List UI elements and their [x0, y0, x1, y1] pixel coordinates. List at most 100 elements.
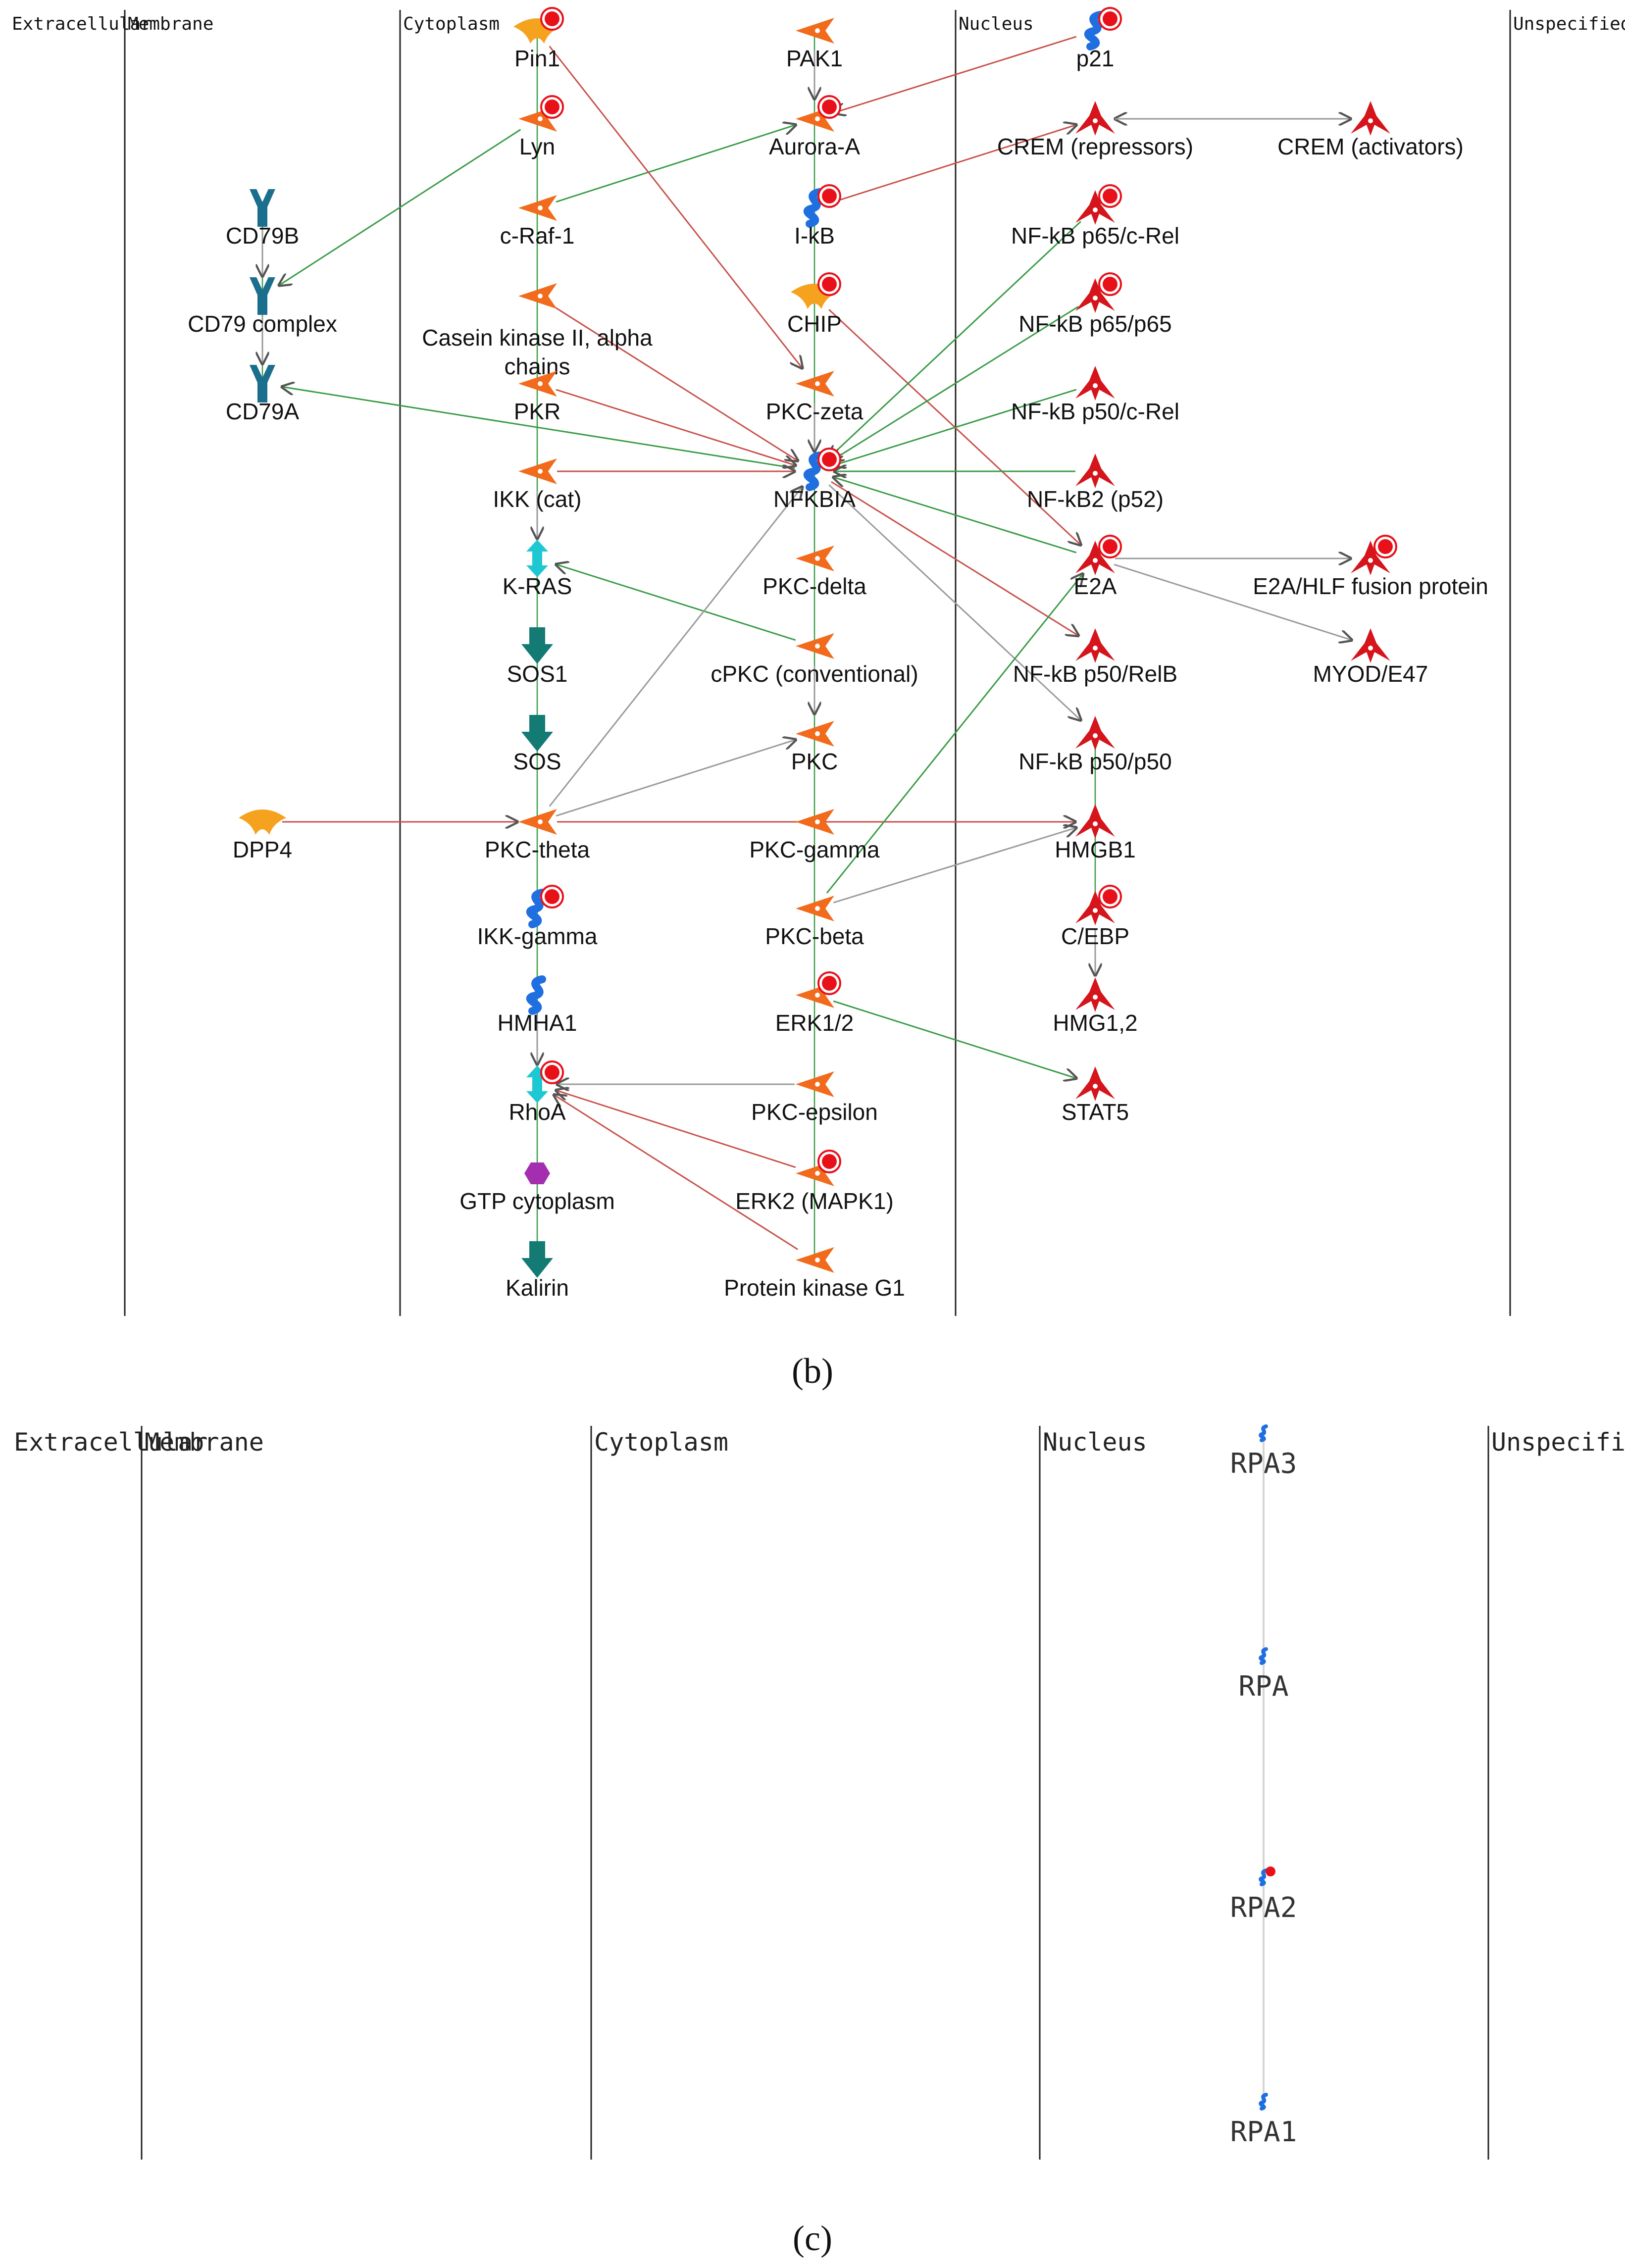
node-pak1[interactable]: PAK1: [786, 18, 843, 71]
node-rpa2[interactable]: RPA2: [1230, 1866, 1297, 1924]
node-label: PAK1: [786, 46, 843, 71]
node-sos1[interactable]: SOS1: [507, 627, 568, 687]
node-label: RPA: [1238, 1670, 1288, 1703]
node-nfkb_50crel[interactable]: NF-kB p50/c-Rel: [1011, 366, 1179, 424]
node-pkce[interactable]: PKC-epsilon: [751, 1071, 878, 1125]
node-nfkb_relb[interactable]: NF-kB p50/RelB: [1013, 628, 1177, 687]
node-cebp[interactable]: C/EBP: [1061, 885, 1129, 949]
node-lyn[interactable]: Lyn: [518, 95, 564, 159]
node-label: E2A/HLF fusion protein: [1253, 573, 1488, 599]
marker-dot: [545, 11, 559, 26]
lane-label-nucleus: Nucleus: [959, 14, 1034, 34]
tf-dot: [1093, 646, 1098, 651]
node-cd79a[interactable]: CD79A: [226, 365, 300, 424]
node-label: RPA3: [1230, 1448, 1297, 1480]
exchange-factor-icon: [521, 715, 553, 752]
node-cd79c[interactable]: CD79 complex: [188, 277, 337, 337]
node-dpp4[interactable]: DPP4: [233, 809, 292, 862]
node-pkcd[interactable]: PKC-delta: [762, 546, 866, 599]
node-kras[interactable]: K-RAS: [503, 540, 572, 599]
node-hmha1[interactable]: HMHA1: [497, 975, 577, 1036]
node-nfkb_6565[interactable]: NF-kB p65/p65: [1018, 272, 1172, 337]
kinase-dot: [815, 1171, 820, 1176]
node-nfkb_5050[interactable]: NF-kB p50/p50: [1018, 716, 1172, 774]
node-stat5[interactable]: STAT5: [1062, 1066, 1129, 1125]
node-e2ahlf[interactable]: E2A/HLF fusion protein: [1253, 535, 1488, 599]
node-pkcb[interactable]: PKC-beta: [765, 896, 864, 949]
node-craf[interactable]: c-Raf-1: [500, 195, 575, 249]
tf-dot: [1093, 296, 1098, 301]
protein-icon: [1259, 1868, 1268, 1886]
node-label: E2A: [1074, 573, 1117, 599]
node-p21[interactable]: p21: [1076, 7, 1122, 71]
node-rhoa[interactable]: RhoA: [508, 1060, 566, 1125]
node-crem_a[interactable]: CREM (activators): [1277, 101, 1464, 159]
exchange-factor-icon: [521, 1241, 553, 1278]
node-label: PKR: [514, 399, 561, 424]
protein-icon: [1259, 1424, 1268, 1442]
receptor-icon: [250, 277, 275, 315]
node-nfkbia[interactable]: NFKBIA: [773, 448, 856, 512]
node-hmg12[interactable]: HMG1,2: [1053, 977, 1138, 1036]
edge-pkct-to-nfkbia: [549, 487, 802, 807]
tf-dot: [1093, 908, 1098, 913]
node-rpa3[interactable]: RPA3: [1230, 1424, 1297, 1480]
node-label: CREM (repressors): [997, 134, 1193, 159]
node-nfkb_crel[interactable]: NF-kB p65/c-Rel: [1011, 184, 1179, 249]
marker-dot: [545, 100, 559, 114]
tf-dot: [1093, 207, 1098, 212]
kinase-dot: [815, 1258, 820, 1262]
node-chip[interactable]: CHIP: [787, 272, 842, 337]
panel-b-edges: [262, 31, 1352, 1260]
node-gtp[interactable]: GTP cytoplasm: [459, 1162, 615, 1214]
node-label: HMGB1: [1055, 837, 1136, 862]
node-pkcz[interactable]: PKC-zeta: [766, 371, 863, 424]
node-label: CHIP: [787, 311, 842, 337]
node-pkcg[interactable]: PKC-gamma: [749, 809, 880, 862]
node-pkct[interactable]: PKC-theta: [485, 809, 590, 862]
node-rpa1[interactable]: RPA1: [1230, 2093, 1297, 2148]
node-label: PKC-beta: [765, 923, 864, 949]
node-cd79b[interactable]: CD79B: [226, 189, 299, 249]
node-aurora[interactable]: Aurora-A: [769, 95, 860, 159]
tf-dot: [1093, 733, 1098, 738]
marker-dot: [545, 1065, 559, 1080]
node-ikkg[interactable]: IKK-gamma: [477, 885, 598, 949]
node-pkc[interactable]: PKC: [791, 721, 838, 774]
node-ck2[interactable]: Casein kinase II, alpha chains: [422, 283, 653, 379]
marker-dot: [1103, 889, 1117, 904]
marker-dot: [822, 277, 837, 292]
node-rpa[interactable]: RPA: [1238, 1647, 1289, 1703]
node-nfkb2[interactable]: NF-kB2 (p52): [1027, 454, 1164, 512]
edge-pkcb-to-hmgb1: [833, 828, 1076, 904]
node-label: SOS1: [507, 661, 568, 687]
node-label: PKC-zeta: [766, 399, 863, 424]
edge-ck2-to-nfkbia: [554, 306, 798, 460]
node-pkg1[interactable]: Protein kinase G1: [724, 1247, 905, 1301]
node-sos[interactable]: SOS: [513, 715, 561, 774]
tf-dot: [1093, 995, 1098, 1000]
node-pkr[interactable]: PKR: [514, 371, 561, 424]
g-protein-icon: [526, 540, 548, 577]
marker-icon: [1266, 1866, 1275, 1876]
kinase-dot: [538, 819, 543, 824]
edge-e2a-to-nfkbia: [833, 477, 1077, 554]
node-label: SOS: [513, 749, 561, 774]
node-cpkc[interactable]: cPKC (conventional): [711, 633, 918, 687]
node-erk12[interactable]: ERK1/2: [775, 971, 854, 1036]
node-label: CD79 complex: [188, 311, 337, 337]
tf-dot: [1093, 383, 1098, 388]
node-crem_r[interactable]: CREM (repressors): [997, 101, 1193, 159]
node-myod[interactable]: MYOD/E47: [1313, 628, 1428, 687]
node-ikb[interactable]: I-kB: [794, 184, 841, 249]
node-ikkcat[interactable]: IKK (cat): [493, 458, 582, 512]
node-label: ERK1/2: [775, 1010, 854, 1036]
node-erk2[interactable]: ERK2 (MAPK1): [735, 1150, 894, 1214]
node-hmgb1[interactable]: HMGB1: [1055, 804, 1136, 862]
node-label-line: chains: [505, 353, 570, 379]
node-e2a[interactable]: E2A: [1074, 535, 1122, 599]
node-label: CD79B: [226, 223, 299, 249]
node-label: NF-kB2 (p52): [1027, 486, 1164, 512]
node-pin1[interactable]: Pin1: [513, 7, 564, 71]
node-kalirin[interactable]: Kalirin: [506, 1241, 569, 1301]
